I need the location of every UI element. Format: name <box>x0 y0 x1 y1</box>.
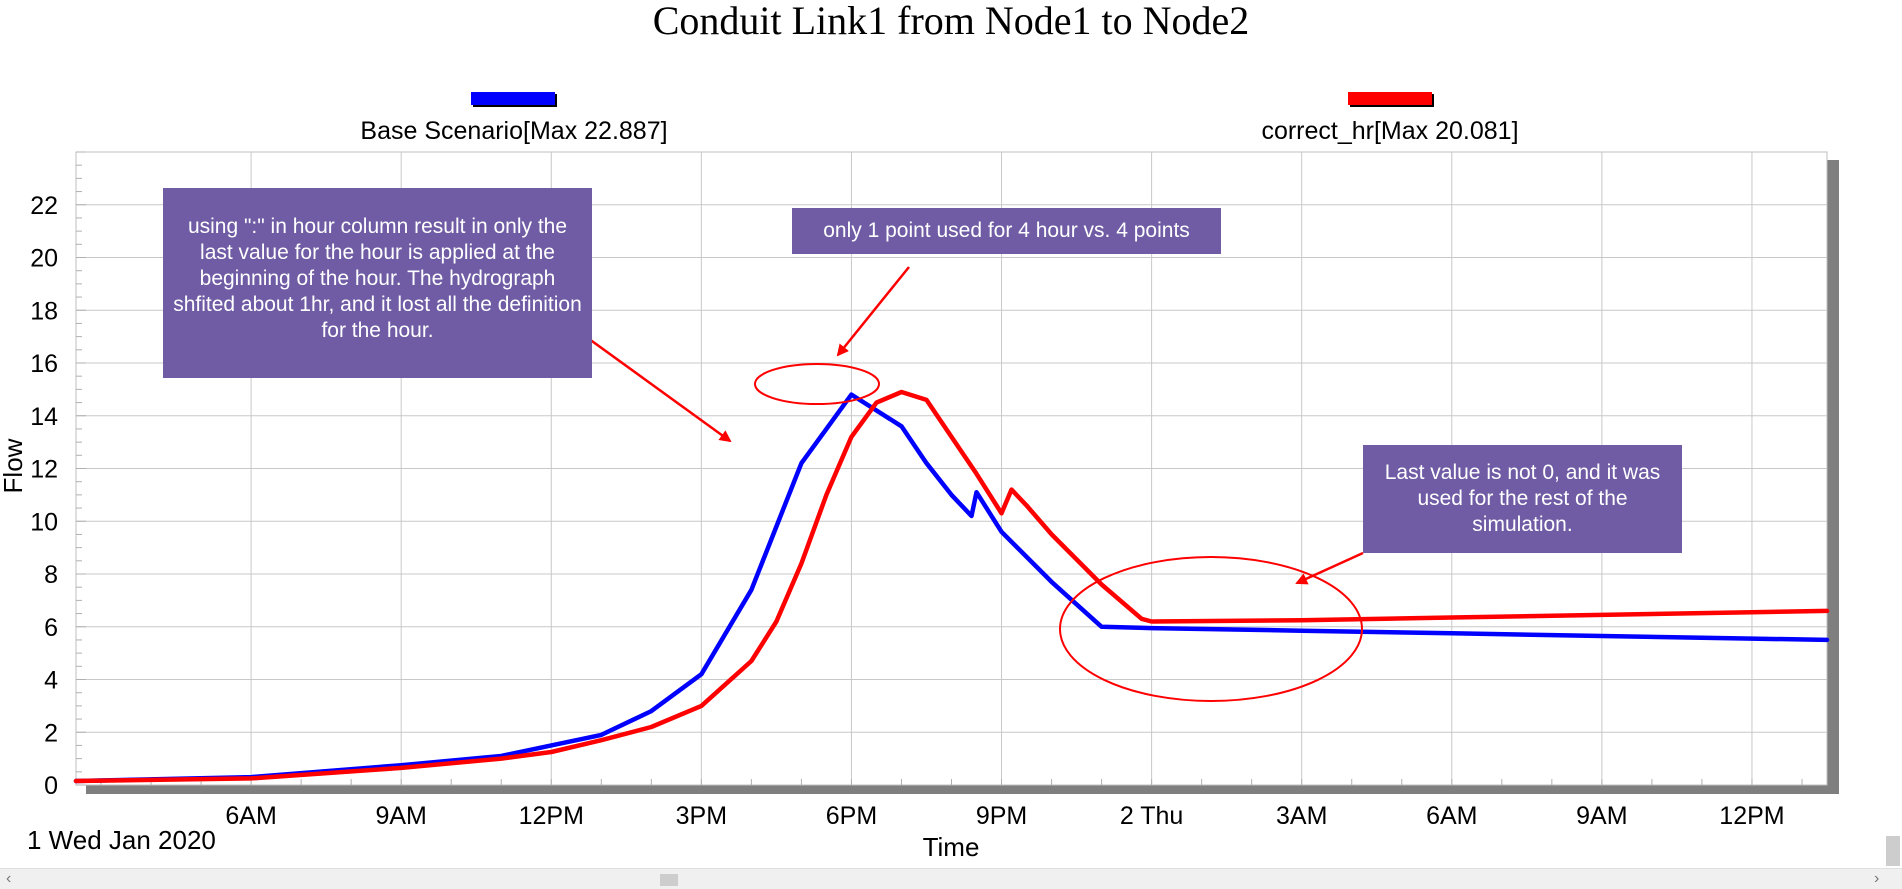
scroll-right-icon[interactable]: › <box>1874 870 1880 887</box>
x-tick-label: 6AM <box>225 802 276 830</box>
flat-ellipse <box>1059 556 1363 702</box>
x-tick-label: 6AM <box>1426 802 1477 830</box>
annotation-hour-column-text: using ":" in hour column result in only … <box>173 215 582 342</box>
y-tick-label: 0 <box>44 772 58 800</box>
y-tick-label: 22 <box>30 192 58 220</box>
x-tick-label: 2 Thu <box>1120 802 1183 830</box>
y-tick-label: 14 <box>30 403 58 431</box>
vertical-scroll-thumb[interactable] <box>1886 836 1900 866</box>
y-tick-label: 2 <box>44 719 58 747</box>
y-axis-ticks: 0 2 4 6 8 10 12 14 16 18 20 22 <box>30 192 58 800</box>
plot-shadow-right <box>1827 160 1839 792</box>
x-tick-label: 9PM <box>976 802 1027 830</box>
peak-ellipse <box>754 363 880 405</box>
legend-swatch-correct <box>1348 92 1432 105</box>
series-line-base <box>73 392 1830 784</box>
y-tick-label: 8 <box>44 561 58 589</box>
y-tick-label: 4 <box>44 667 58 695</box>
annotation-peak-text: only 1 point used for 4 hour vs. 4 point… <box>823 219 1190 242</box>
x-axis-ticks: 6AM 9AM 12PM 3PM 6PM 9PM 2 Thu 3AM 6AM 9AM 12PM <box>225 802 1784 830</box>
y-tick-label: 12 <box>30 456 58 484</box>
hour-arrow <box>566 321 732 443</box>
y-tick-label: 16 <box>30 350 58 378</box>
series-line-correct <box>73 389 1830 784</box>
horizontal-scrollbar[interactable]: ‹ › <box>0 868 1902 889</box>
x-tick-label: 6PM <box>826 802 877 830</box>
x-tick-label: 3PM <box>676 802 727 830</box>
last-arrow <box>1295 551 1364 585</box>
legend-label-base: Base Scenario[Max 22.887] <box>360 117 667 145</box>
legend-swatch-base <box>471 92 555 105</box>
scroll-left-icon[interactable]: ‹ <box>6 870 12 887</box>
annotation-hour-column: using ":" in hour column result in only … <box>163 188 592 378</box>
legend-label-correct: correct_hr[Max 20.081] <box>1261 117 1518 145</box>
date-label: 1 Wed Jan 2020 <box>27 825 216 855</box>
y-tick-label: 10 <box>30 508 58 536</box>
chart-title: Conduit Link1 from Node1 to Node2 <box>653 0 1250 43</box>
plot-shadow-bottom <box>86 785 1839 794</box>
annotation-peak: only 1 point used for 4 hour vs. 4 point… <box>792 208 1221 254</box>
x-axis-label: Time <box>923 832 980 862</box>
y-tick-label: 6 <box>44 614 58 642</box>
y-axis-label: Flow <box>0 438 28 493</box>
y-tick-label: 18 <box>30 297 58 325</box>
x-tick-label: 9AM <box>1576 802 1627 830</box>
minor-ticks <box>76 151 1803 786</box>
y-tick-label: 20 <box>30 245 58 273</box>
x-tick-label: 12PM <box>519 802 584 830</box>
annotation-last-value-text: Last value is not 0, and it was used for… <box>1384 461 1661 536</box>
x-tick-label: 3AM <box>1276 802 1327 830</box>
x-tick-label: 12PM <box>1719 802 1784 830</box>
annotation-last-value: Last value is not 0, and it was used for… <box>1363 445 1682 553</box>
x-tick-label: 9AM <box>375 802 426 830</box>
peak-arrow <box>836 266 910 357</box>
series <box>73 389 1830 784</box>
scroll-thumb[interactable] <box>660 874 678 886</box>
